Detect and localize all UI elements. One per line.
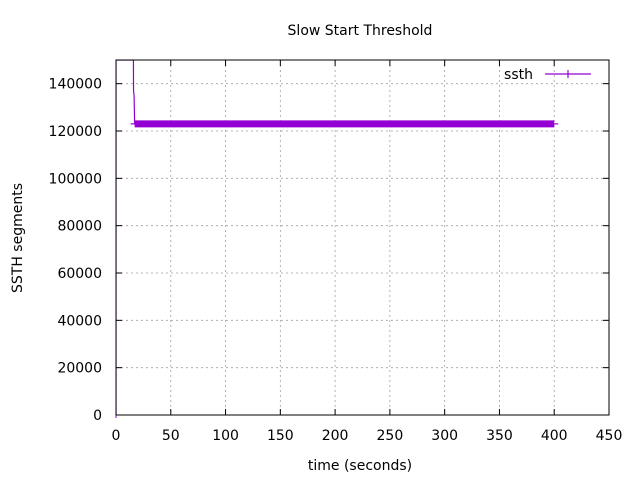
- x-tick-label: 50: [162, 428, 180, 444]
- x-tick-label: 300: [431, 428, 458, 444]
- y-tick-label: 140000: [49, 77, 102, 93]
- y-tick-label: 0: [93, 408, 102, 424]
- y-tick-label: 40000: [57, 313, 102, 329]
- x-tick-label: 250: [377, 428, 404, 444]
- ticks: 0 50 100 150 200 250 300 350 400 450 0 20000 40000 60…: [49, 60, 623, 444]
- y-tick-label: 80000: [57, 219, 102, 235]
- x-tick-label: 450: [596, 428, 623, 444]
- x-tick-label: 100: [212, 428, 239, 444]
- legend-label: ssth: [504, 67, 533, 83]
- x-tick-label: 0: [112, 428, 121, 444]
- y-tick-label: 120000: [49, 124, 102, 140]
- chart-title: Slow Start Threshold: [288, 23, 433, 39]
- grid: [116, 60, 609, 415]
- y-tick-label: 20000: [57, 361, 102, 377]
- x-tick-label: 350: [486, 428, 513, 444]
- x-tick-label: 200: [322, 428, 349, 444]
- legend: ssth: [504, 67, 591, 83]
- series-layer: [115, 60, 559, 418]
- plot-frame: [115, 59, 610, 416]
- x-tick-label: 400: [541, 428, 568, 444]
- y-axis-label: SSTH segments: [10, 183, 26, 293]
- x-axis-label: time (seconds): [308, 458, 412, 474]
- x-tick-label: 150: [267, 428, 294, 444]
- y-tick-label: 60000: [57, 266, 102, 282]
- y-tick-label: 100000: [49, 171, 102, 187]
